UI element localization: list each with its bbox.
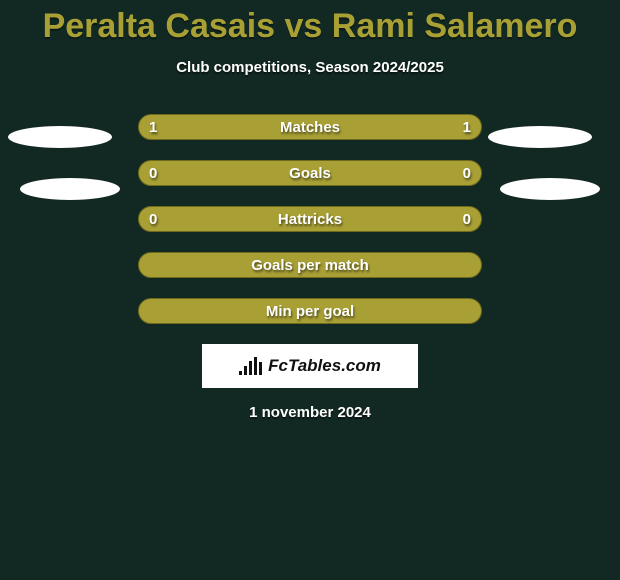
bars-icon — [239, 357, 262, 375]
date-text: 1 november 2024 — [0, 404, 620, 421]
stat-label: Min per goal — [266, 303, 354, 320]
brand-box: FcTables.com — [202, 344, 418, 388]
stat-label: Goals — [289, 165, 331, 182]
page-title: Peralta Casais vs Rami Salamero — [0, 0, 620, 45]
subtitle: Club competitions, Season 2024/2025 — [0, 59, 620, 76]
stat-row: Hattricks 0 0 — [0, 206, 620, 234]
stat-value-right: 1 — [463, 119, 471, 136]
brand-text: FcTables.com — [268, 356, 381, 376]
decorative-blob — [488, 126, 592, 148]
stat-bar: Min per goal — [138, 298, 482, 324]
decorative-blob — [20, 178, 120, 200]
stat-bar: Matches 1 1 — [138, 114, 482, 140]
stat-label: Matches — [280, 119, 340, 136]
stat-bar: Goals per match — [138, 252, 482, 278]
stat-bar: Hattricks 0 0 — [138, 206, 482, 232]
stat-value-right: 0 — [463, 165, 471, 182]
stat-value-left: 0 — [149, 165, 157, 182]
stat-label: Hattricks — [278, 211, 342, 228]
stat-value-right: 0 — [463, 211, 471, 228]
stat-label: Goals per match — [251, 257, 369, 274]
stat-row: Min per goal — [0, 298, 620, 326]
stat-bar: Goals 0 0 — [138, 160, 482, 186]
decorative-blob — [8, 126, 112, 148]
stat-value-left: 0 — [149, 211, 157, 228]
decorative-blob — [500, 178, 600, 200]
stat-row: Goals per match — [0, 252, 620, 280]
stat-value-left: 1 — [149, 119, 157, 136]
